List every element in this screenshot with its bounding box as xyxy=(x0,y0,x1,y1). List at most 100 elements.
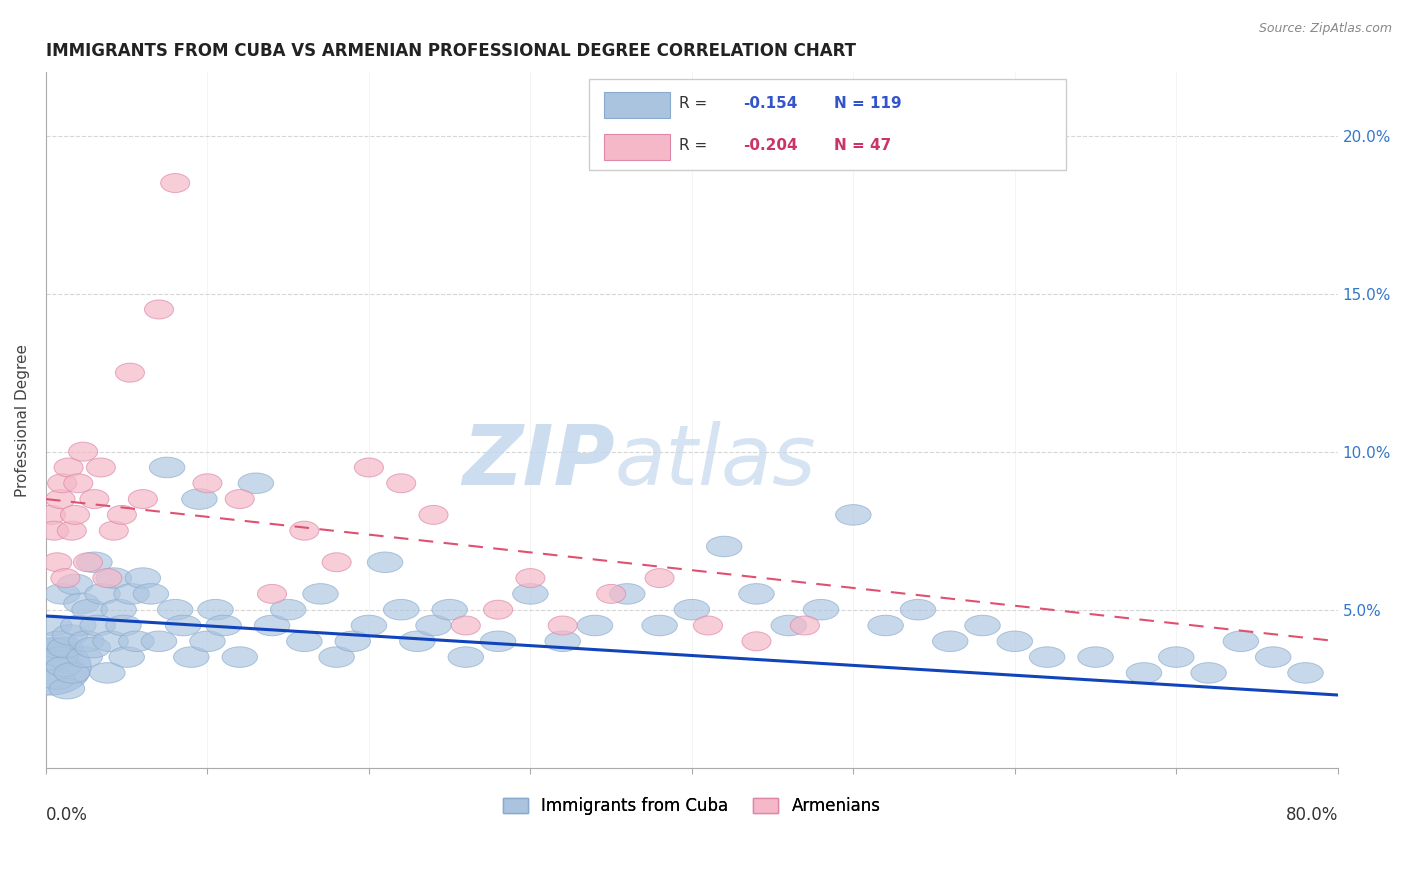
Ellipse shape xyxy=(157,599,193,620)
Text: Source: ZipAtlas.com: Source: ZipAtlas.com xyxy=(1258,22,1392,36)
Ellipse shape xyxy=(997,631,1032,651)
Ellipse shape xyxy=(384,599,419,620)
Ellipse shape xyxy=(149,458,184,478)
Ellipse shape xyxy=(42,647,79,667)
Ellipse shape xyxy=(742,632,770,651)
Ellipse shape xyxy=(101,599,136,620)
Ellipse shape xyxy=(548,616,578,635)
Text: ZIP: ZIP xyxy=(461,421,614,502)
Ellipse shape xyxy=(63,474,93,492)
Ellipse shape xyxy=(835,505,872,525)
Text: N = 119: N = 119 xyxy=(834,96,901,112)
Ellipse shape xyxy=(1078,647,1114,667)
Ellipse shape xyxy=(39,669,75,690)
Ellipse shape xyxy=(367,552,404,573)
Ellipse shape xyxy=(868,615,904,636)
Ellipse shape xyxy=(416,615,451,636)
Ellipse shape xyxy=(932,631,967,651)
Ellipse shape xyxy=(205,615,242,636)
Ellipse shape xyxy=(1256,647,1291,667)
Ellipse shape xyxy=(10,638,91,695)
Ellipse shape xyxy=(181,489,217,509)
Ellipse shape xyxy=(118,631,155,651)
Ellipse shape xyxy=(319,647,354,667)
Ellipse shape xyxy=(706,536,742,557)
FancyBboxPatch shape xyxy=(605,134,669,160)
Ellipse shape xyxy=(238,473,274,493)
Ellipse shape xyxy=(1159,647,1194,667)
Ellipse shape xyxy=(134,583,169,604)
Text: atlas: atlas xyxy=(614,421,815,502)
Ellipse shape xyxy=(42,553,72,572)
Ellipse shape xyxy=(69,442,97,461)
Ellipse shape xyxy=(100,521,128,541)
Ellipse shape xyxy=(84,583,121,604)
Ellipse shape xyxy=(53,663,90,683)
Ellipse shape xyxy=(693,616,723,635)
Ellipse shape xyxy=(432,599,467,620)
Ellipse shape xyxy=(75,638,111,658)
Ellipse shape xyxy=(1029,647,1064,667)
Ellipse shape xyxy=(399,631,434,651)
Ellipse shape xyxy=(72,599,107,620)
Ellipse shape xyxy=(108,647,145,667)
Ellipse shape xyxy=(166,615,201,636)
Ellipse shape xyxy=(114,583,149,604)
Ellipse shape xyxy=(58,574,93,595)
Text: 80.0%: 80.0% xyxy=(1285,806,1337,824)
Ellipse shape xyxy=(516,568,546,588)
Ellipse shape xyxy=(578,615,613,636)
Ellipse shape xyxy=(53,458,83,477)
FancyBboxPatch shape xyxy=(605,92,669,119)
Text: -0.204: -0.204 xyxy=(744,138,799,153)
Ellipse shape xyxy=(225,490,254,508)
Ellipse shape xyxy=(641,615,678,636)
Ellipse shape xyxy=(93,631,128,651)
Ellipse shape xyxy=(354,458,384,477)
Ellipse shape xyxy=(77,552,112,573)
Ellipse shape xyxy=(596,584,626,603)
Ellipse shape xyxy=(49,679,84,699)
Ellipse shape xyxy=(48,638,83,658)
Ellipse shape xyxy=(770,615,807,636)
Ellipse shape xyxy=(145,300,173,319)
Text: R =: R = xyxy=(679,96,711,112)
Ellipse shape xyxy=(93,568,122,588)
Ellipse shape xyxy=(73,553,103,572)
Text: 0.0%: 0.0% xyxy=(46,806,87,824)
Ellipse shape xyxy=(37,615,72,636)
Ellipse shape xyxy=(900,599,936,620)
Ellipse shape xyxy=(173,647,209,667)
Ellipse shape xyxy=(352,615,387,636)
Ellipse shape xyxy=(1223,631,1258,651)
Ellipse shape xyxy=(673,599,710,620)
Ellipse shape xyxy=(222,647,257,667)
Legend: Immigrants from Cuba, Armenians: Immigrants from Cuba, Armenians xyxy=(496,790,887,822)
Ellipse shape xyxy=(513,583,548,604)
Ellipse shape xyxy=(645,568,673,588)
Ellipse shape xyxy=(302,583,339,604)
Ellipse shape xyxy=(38,638,73,658)
Ellipse shape xyxy=(63,593,100,614)
Ellipse shape xyxy=(128,490,157,508)
Ellipse shape xyxy=(610,583,645,604)
Ellipse shape xyxy=(46,490,75,508)
Ellipse shape xyxy=(67,647,103,667)
Ellipse shape xyxy=(257,584,287,603)
Ellipse shape xyxy=(105,615,141,636)
Ellipse shape xyxy=(39,521,69,541)
Ellipse shape xyxy=(1191,663,1226,683)
Ellipse shape xyxy=(290,521,319,541)
Ellipse shape xyxy=(419,506,449,524)
Text: IMMIGRANTS FROM CUBA VS ARMENIAN PROFESSIONAL DEGREE CORRELATION CHART: IMMIGRANTS FROM CUBA VS ARMENIAN PROFESS… xyxy=(46,42,856,60)
Ellipse shape xyxy=(451,616,481,635)
Ellipse shape xyxy=(254,615,290,636)
Ellipse shape xyxy=(481,631,516,651)
Ellipse shape xyxy=(69,631,104,651)
Ellipse shape xyxy=(51,568,80,588)
Ellipse shape xyxy=(125,568,160,589)
Ellipse shape xyxy=(80,615,115,636)
Ellipse shape xyxy=(80,490,108,508)
Text: R =: R = xyxy=(679,138,711,153)
Ellipse shape xyxy=(60,506,90,524)
